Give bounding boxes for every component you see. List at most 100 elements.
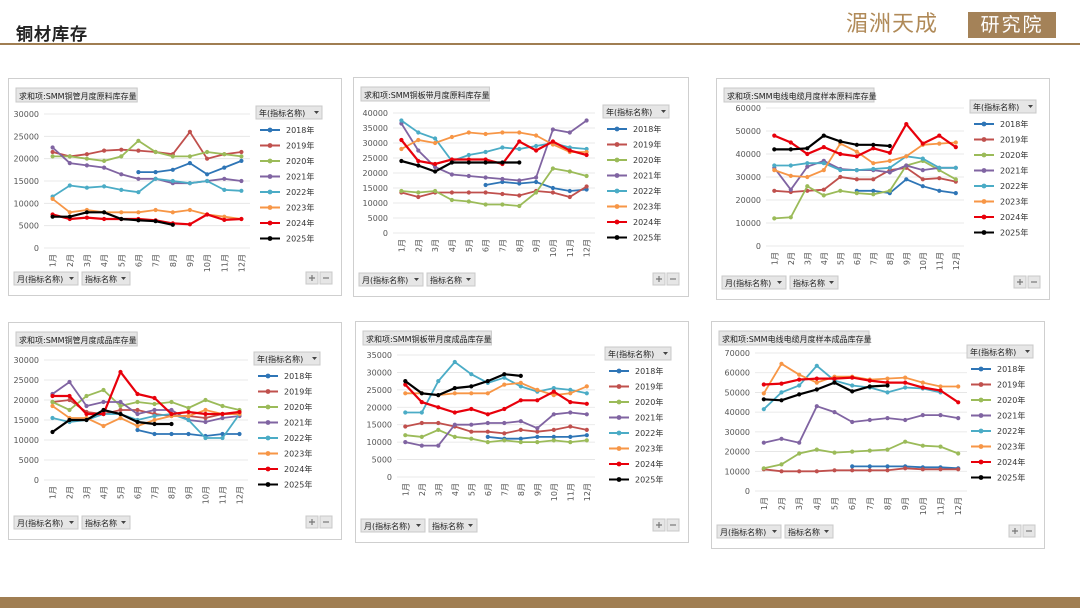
y-tick-label: 5000: [372, 456, 392, 465]
collapse-field-button[interactable]: [666, 518, 680, 532]
x-tick-label: 5月: [117, 254, 126, 267]
data-point: [449, 157, 454, 162]
chart-title-button[interactable]: 求和项:SMM铜板带月度成品库存量: [362, 330, 492, 346]
data-point: [203, 411, 208, 417]
chart-title-button[interactable]: 求和项:SMM电线电缆月度样本原料库存量: [723, 87, 877, 103]
chart-title-button[interactable]: 求和项:SMM铜管月度成品库存量: [15, 331, 138, 347]
y-tick-label: 30000: [363, 139, 388, 148]
legend-filter-button[interactable]: 年(指标名称): [255, 105, 323, 120]
data-point: [584, 401, 589, 406]
data-point: [222, 187, 227, 192]
expand-field-button[interactable]: [305, 515, 319, 529]
legend-item: 2020年: [607, 155, 661, 165]
chart-title-button[interactable]: 求和项:SMM电线电缆月度样本成品库存量: [718, 330, 872, 346]
x-field-filter-button[interactable]: 月(指标名称): [716, 524, 782, 539]
data-point: [466, 160, 471, 165]
collapse-field-button[interactable]: [319, 271, 333, 285]
data-point: [433, 169, 438, 174]
data-point: [169, 421, 174, 427]
legend-filter-button[interactable]: 年(指标名称): [969, 99, 1037, 114]
series-field-filter-button[interactable]: 指标名称: [428, 518, 478, 533]
legend-filter-button[interactable]: 年(指标名称): [604, 346, 672, 361]
data-point: [584, 438, 589, 443]
legend-swatch-point: [265, 404, 271, 410]
legend-label: 2023年: [1000, 197, 1028, 207]
legend-label: 2019年: [284, 387, 312, 397]
legend-swatch-point: [614, 235, 620, 240]
header-divider: [0, 43, 1080, 45]
x-tick-label: 2月: [778, 497, 787, 510]
data-point: [551, 427, 556, 432]
legend-filter-button[interactable]: 年(指标名称): [966, 344, 1034, 359]
legend-swatch-point: [267, 174, 273, 179]
series-field-filter-button[interactable]: 指标名称: [784, 524, 834, 539]
legend-item: 2022年: [609, 428, 663, 438]
series-line: [51, 146, 242, 185]
data-point: [805, 174, 810, 180]
x-field-filter-button[interactable]: 月(指标名称): [360, 518, 426, 533]
data-point: [84, 185, 89, 190]
legend-swatch-point: [267, 143, 273, 148]
expand-field-button[interactable]: [305, 271, 319, 285]
x-field-filter-button[interactable]: 月(指标名称): [13, 271, 79, 286]
data-point: [187, 154, 192, 159]
chart-title-button[interactable]: 求和项:SMM铜板带月度原料库存量: [360, 86, 490, 102]
legend-filter-button[interactable]: 年(指标名称): [602, 104, 670, 119]
legend-label: 2022年: [633, 186, 661, 196]
legend-label: 2021年: [635, 413, 663, 423]
expand-field-button[interactable]: [652, 518, 666, 532]
legend-label: 2019年: [633, 140, 661, 150]
collapse-field-button[interactable]: [319, 515, 333, 529]
legend-swatch-point: [616, 430, 622, 436]
chart-title-button[interactable]: 求和项:SMM铜管月度原料库存量: [15, 87, 138, 103]
expand-field-button[interactable]: [1008, 524, 1022, 538]
data-point: [953, 140, 958, 145]
legend-swatch-point: [616, 446, 622, 451]
x-tick-label: 7月: [151, 486, 160, 499]
data-point: [502, 382, 507, 387]
data-point: [399, 137, 404, 143]
data-point: [821, 133, 826, 138]
data-point: [568, 387, 573, 392]
x-field-filter-button[interactable]: 月(指标名称): [358, 272, 424, 287]
legend-swatch-point: [265, 389, 271, 394]
collapse-field-button[interactable]: [1027, 275, 1041, 289]
series-field-filter-button[interactable]: 指标名称: [789, 275, 839, 290]
data-point: [867, 384, 872, 389]
data-point: [550, 166, 555, 171]
x-field-filter-button[interactable]: 月(指标名称): [721, 275, 787, 290]
expand-field-button[interactable]: [1013, 275, 1027, 289]
data-point: [871, 142, 876, 147]
data-point: [903, 439, 908, 444]
data-point: [887, 158, 892, 163]
data-point: [850, 375, 855, 380]
data-point: [814, 404, 819, 409]
expand-field-button[interactable]: [652, 272, 666, 286]
data-point: [222, 165, 227, 170]
legend-label: 2023年: [633, 202, 661, 212]
legend-swatch-point: [614, 188, 620, 194]
data-point: [903, 417, 908, 423]
x-tick-label: 3月: [431, 239, 440, 252]
legend-label: 2025年: [286, 234, 314, 244]
data-point: [433, 140, 438, 146]
data-point: [797, 372, 802, 377]
data-point: [50, 214, 55, 219]
chart-title: 求和项:SMM铜管月度原料库存量: [19, 91, 137, 101]
x-tick-label: 8月: [515, 239, 524, 252]
data-point: [205, 212, 210, 217]
series-field-filter-button[interactable]: 指标名称: [81, 515, 131, 530]
collapse-field-button[interactable]: [666, 272, 680, 286]
data-point: [821, 187, 826, 192]
data-point: [119, 147, 124, 152]
legend-filter-button[interactable]: 年(指标名称): [253, 351, 321, 366]
x-tick-label: 1月: [770, 252, 779, 265]
series-field-filter-button[interactable]: 指标名称: [81, 271, 131, 286]
legend-item: 2019年: [609, 382, 663, 392]
collapse-field-button[interactable]: [1022, 524, 1036, 538]
x-field-filter-button[interactable]: 月(指标名称): [13, 515, 79, 530]
data-point: [466, 190, 471, 195]
x-tick-label: 6月: [848, 497, 857, 510]
series-field-filter-button[interactable]: 指标名称: [426, 272, 476, 287]
data-point: [567, 130, 572, 135]
